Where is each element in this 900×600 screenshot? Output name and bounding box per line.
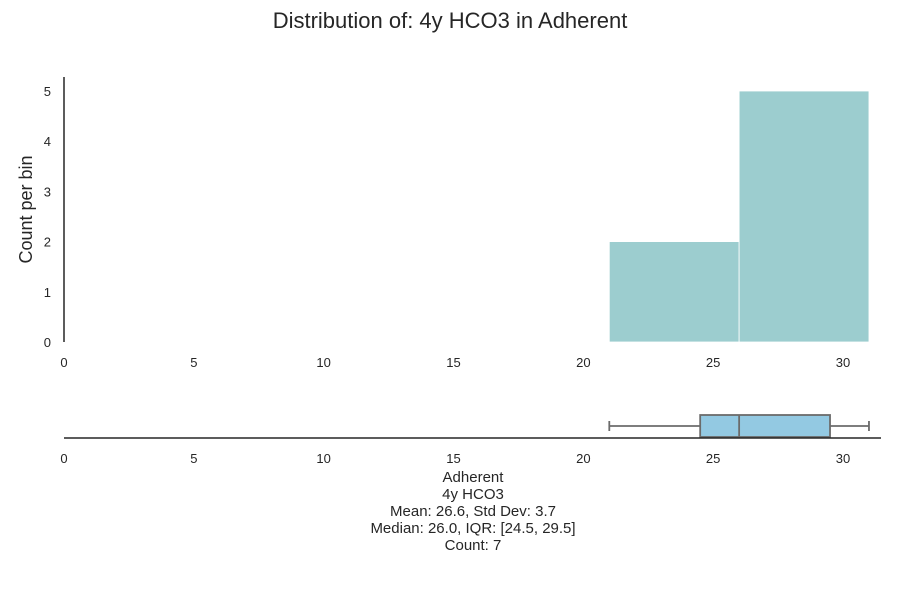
histogram-bar [738,90,870,343]
summary-count: Count: 7 [444,537,502,554]
x-tick-label: 5 [190,451,197,466]
summary-group: Adherent [442,469,504,486]
x-tick-label: 0 [60,355,67,370]
y-tick-label: 0 [44,335,51,350]
x-tick-label: 5 [190,355,197,370]
x-tick-label: 25 [706,355,720,370]
summary-block: Adherent 4y HCO3 Mean: 26.6, Std Dev: 3.… [0,469,900,554]
y-tick-label: 2 [44,235,51,250]
x-tick-label: 30 [836,451,850,466]
x-tick-label: 15 [446,355,460,370]
histogram-bar [608,241,740,343]
x-tick-label: 0 [60,451,67,466]
y-tick-label: 4 [44,134,51,149]
x-tick-label: 30 [836,355,850,370]
boxplot-box [699,414,831,438]
x-tick-label: 20 [576,451,590,466]
x-tick-label: 10 [316,451,330,466]
y-tick-label: 5 [44,84,51,99]
x-tick-label: 15 [446,451,460,466]
y-tick-label: 1 [44,285,51,300]
summary-median-iqr: Median: 26.0, IQR: [24.5, 29.5] [370,520,576,537]
x-tick-label: 10 [316,355,330,370]
y-tick-label: 3 [44,184,51,199]
summary-variable: 4y HCO3 [442,486,504,503]
summary-mean-sd: Mean: 26.6, Std Dev: 3.7 [390,503,556,520]
chart-title: Distribution of: 4y HCO3 in Adherent [272,8,628,33]
x-tick-label: 20 [576,355,590,370]
y-axis-label: Count per bin [16,155,36,263]
x-tick-label: 25 [706,451,720,466]
